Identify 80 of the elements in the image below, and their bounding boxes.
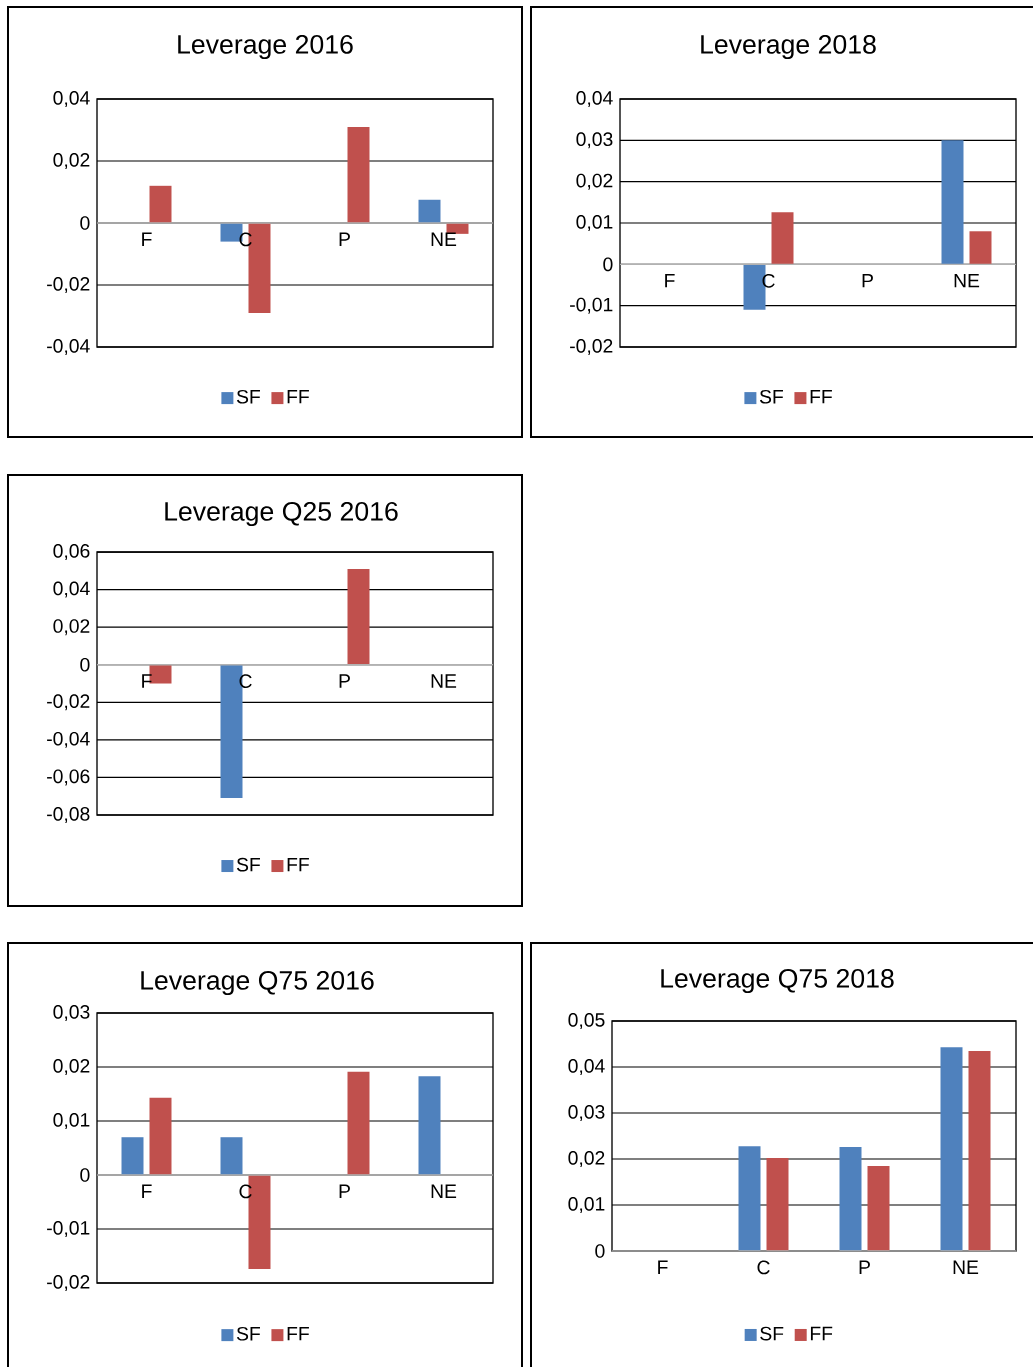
legend-label: SF (236, 857, 260, 872)
y-tick-label: -0,04 (47, 339, 90, 355)
y-tick-label: 0,02 (568, 1151, 605, 1167)
bar (940, 1047, 963, 1252)
chart-title: Leverage 2018 (701, 34, 876, 60)
y-tick-label: 0 (603, 257, 613, 272)
x-tick-label: P (862, 273, 873, 288)
bar (738, 1146, 761, 1252)
x-tick-label: P (339, 232, 350, 246)
x-tick-label: NE (431, 674, 457, 688)
x-tick-label: NE (953, 1260, 979, 1274)
y-tick-label: 0,01 (568, 1197, 605, 1213)
y-tick-label: 0,03 (576, 132, 613, 149)
x-tick-label: F (142, 1184, 152, 1198)
x-tick-label: NE (431, 232, 457, 246)
bar (418, 1076, 441, 1176)
y-tick-label: 0,02 (53, 153, 90, 169)
x-tick-label: F (658, 1260, 668, 1274)
legend-label: FF (287, 857, 309, 872)
bar (418, 199, 441, 224)
chart-title: Leverage Q75 2016 (141, 970, 374, 996)
x-tick-label: F (142, 674, 152, 688)
legend-label: FF (810, 1326, 833, 1341)
x-tick-label: NE (954, 273, 980, 288)
legend-label: SF (236, 1326, 260, 1341)
y-tick-label: 0 (80, 1168, 90, 1182)
bar (149, 1097, 172, 1176)
chart-title: Leverage Q25 2016 (165, 501, 398, 527)
bar (968, 1050, 991, 1252)
y-tick-label: 0,01 (576, 215, 613, 231)
legend-label: FF (810, 390, 832, 404)
bar (347, 1071, 370, 1176)
y-tick-label: -0,02 (47, 277, 90, 293)
y-tick-label: 0,03 (568, 1105, 605, 1121)
y-tick-label: 0,01 (53, 1113, 90, 1129)
x-tick-label: C (757, 1260, 770, 1275)
y-tick-label: -0,01 (570, 297, 613, 314)
y-tick-label: -0,08 (47, 807, 90, 823)
y-tick-label: 0 (595, 1244, 605, 1258)
bar (771, 212, 794, 265)
y-tick-label: 0 (80, 657, 90, 672)
y-tick-label: 0,04 (568, 1059, 605, 1075)
y-tick-label: -0,02 (570, 339, 613, 355)
x-tick-label: F (665, 273, 675, 288)
bar (941, 140, 964, 265)
chart-title: Leverage 2016 (178, 34, 353, 60)
chart-title: Leverage Q75 2018 (661, 968, 894, 994)
y-tick-label: -0,02 (47, 694, 90, 711)
bar (149, 185, 172, 224)
y-tick-label: 0,02 (576, 173, 613, 190)
y-tick-label: 0,04 (53, 581, 90, 598)
x-tick-label: P (859, 1260, 870, 1274)
y-tick-label: -0,04 (47, 731, 90, 748)
x-tick-label: F (142, 232, 152, 246)
y-tick-label: -0,06 (47, 769, 90, 786)
bar (220, 1137, 243, 1176)
legend-label: SF (236, 389, 260, 404)
bar (969, 231, 992, 265)
bar (839, 1147, 862, 1252)
legend-label: FF (287, 390, 309, 404)
y-tick-label: 0,04 (53, 91, 90, 107)
x-tick-label: P (339, 674, 350, 688)
y-tick-label: 0,02 (53, 1059, 90, 1075)
x-tick-label: NE (431, 1184, 457, 1198)
legend-label: SF (760, 1326, 784, 1341)
bar (867, 1165, 890, 1252)
legend-label: FF (287, 1327, 309, 1341)
y-tick-label: -0,01 (47, 1221, 90, 1237)
y-tick-label: 0,04 (576, 91, 613, 107)
bar (347, 126, 370, 224)
y-tick-label: -0,02 (47, 1275, 90, 1291)
y-tick-label: 0,05 (568, 1013, 605, 1029)
y-tick-label: 0,02 (53, 619, 90, 636)
y-tick-label: 0,03 (53, 1005, 90, 1021)
y-tick-label: 0 (80, 216, 90, 230)
x-tick-label: P (339, 1184, 350, 1198)
bar (121, 1137, 144, 1176)
y-tick-label: 0,06 (53, 544, 90, 561)
bar (766, 1158, 789, 1252)
legend-label: SF (759, 389, 783, 404)
